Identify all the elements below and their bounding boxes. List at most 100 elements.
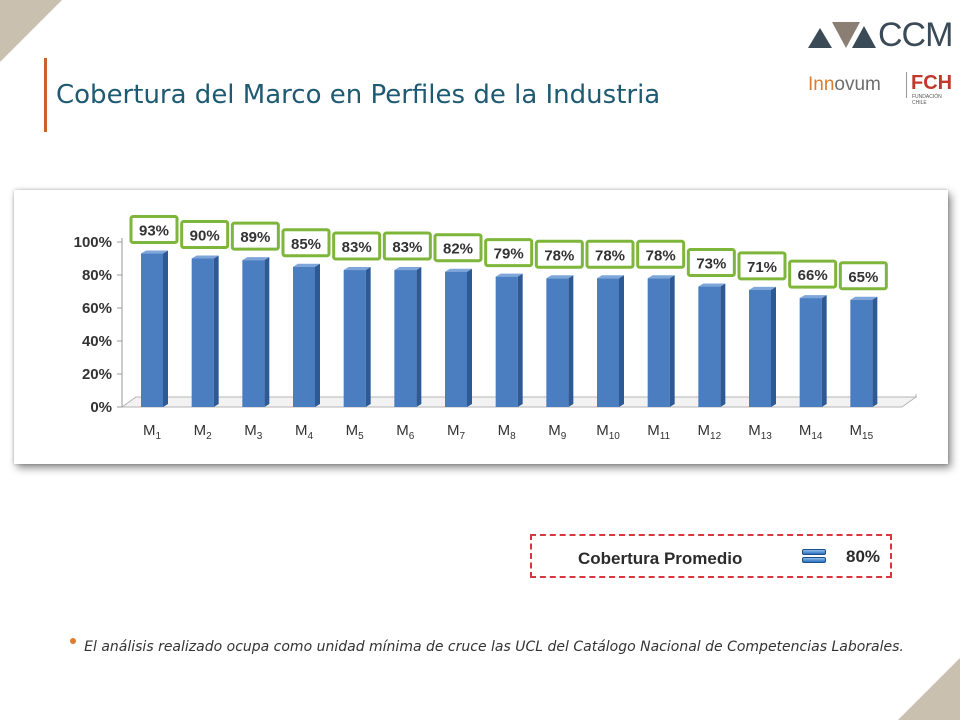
x-tick-label: M2: [194, 422, 213, 442]
x-tick-label: M13: [748, 422, 772, 442]
page-title: Cobertura del Marco en Perfiles de la In…: [56, 80, 661, 110]
bar-top: [242, 257, 270, 261]
data-label-box: [788, 259, 838, 289]
data-label-box: [382, 231, 432, 261]
bar: [242, 260, 265, 407]
bar-side: [163, 250, 168, 407]
bar: [394, 270, 417, 407]
fch-logo-subtitle: FUNDACIÓN CHILE: [912, 94, 942, 106]
data-label: 66%: [798, 267, 828, 284]
data-label-box: [838, 261, 888, 291]
data-label-box: [332, 231, 382, 261]
data-label: 73%: [696, 256, 726, 273]
data-label: 65%: [848, 269, 878, 286]
chart-frame: 0% 20% 40% 60% 80% 100% 93% M1 90% M2 89% M3 85% M4 83…: [14, 190, 948, 464]
x-tick-label: M10: [596, 422, 620, 442]
x-tick-label: M15: [850, 422, 874, 442]
bar-side: [365, 267, 371, 407]
data-label-box: [129, 215, 179, 245]
bar: [597, 278, 619, 407]
bar: [799, 298, 822, 407]
bar-chart: 0% 20% 40% 60% 80% 100% 93% M1 90% M2 89% M3 85% M4 83…: [74, 215, 918, 442]
data-label: 85%: [291, 236, 321, 253]
y-tick-label: 40%: [82, 333, 112, 350]
x-tick-label: M5: [346, 422, 365, 442]
x-tick-label: M14: [799, 422, 823, 442]
x-tick-label: M7: [447, 422, 466, 442]
data-label-box: [180, 220, 230, 249]
fch-logo-text: FCH: [911, 72, 953, 94]
bar-side: [669, 275, 675, 407]
bar-top: [647, 275, 675, 279]
data-label: 83%: [392, 239, 422, 256]
bar-side: [720, 283, 726, 407]
bar-side: [467, 268, 472, 407]
innovum-fch-logo: Innovum FCH FUNDACIÓN CHILE: [808, 70, 954, 106]
bar-side: [517, 273, 523, 407]
bar-top: [343, 267, 371, 271]
title-accent-bar: [44, 58, 47, 132]
bar-top: [495, 273, 523, 277]
x-tick-label: M4: [295, 422, 314, 442]
innovum-logo-text: Innovum: [808, 74, 881, 95]
bar-side: [821, 295, 827, 407]
data-label: 90%: [190, 228, 220, 245]
bar-top: [546, 275, 574, 279]
ccm-logo: CCM: [806, 14, 956, 54]
data-label-box: [281, 228, 331, 258]
data-label: 79%: [494, 246, 524, 263]
data-label-box: [686, 248, 736, 278]
ccm-logo-text: CCM: [878, 16, 953, 54]
bar-side: [872, 296, 878, 407]
data-label-box: [636, 239, 686, 269]
logo-divider: [906, 72, 907, 98]
bar-side: [568, 275, 574, 407]
data-label-box: [484, 238, 534, 268]
bar-top: [394, 267, 422, 271]
equals-icon: [802, 549, 826, 565]
bar: [495, 276, 518, 407]
data-label: 78%: [595, 247, 625, 264]
data-label: 78%: [544, 247, 574, 264]
y-tick-label: 60%: [82, 300, 112, 317]
average-coverage-box: Cobertura Promedio 80%: [530, 534, 892, 578]
data-label: 78%: [646, 247, 676, 264]
bar-side: [315, 263, 320, 407]
x-tick-label: M9: [548, 422, 567, 442]
corner-decoration-bottom-right: [898, 658, 960, 720]
bar-side: [771, 286, 776, 407]
data-label-box: [585, 239, 635, 269]
logo-triangle-icon: [852, 26, 876, 48]
bar-top: [445, 268, 472, 272]
data-label: 83%: [342, 239, 372, 256]
average-coverage-label: Cobertura Promedio: [578, 549, 743, 568]
bar: [749, 289, 771, 407]
data-label-box: [230, 221, 280, 251]
data-label: 93%: [139, 223, 169, 240]
bar: [647, 278, 670, 407]
bar-side: [619, 275, 624, 407]
corner-decoration-top-left: [0, 0, 62, 62]
bar: [293, 266, 315, 407]
bar: [141, 253, 163, 407]
bar: [546, 278, 569, 407]
bar-top: [850, 296, 878, 300]
bar: [698, 286, 721, 407]
bar-top: [293, 263, 320, 267]
bar-top: [698, 283, 726, 287]
x-tick-label: M1: [143, 422, 162, 442]
bar-top: [597, 275, 624, 279]
bar: [445, 271, 467, 407]
y-tick-label: 80%: [82, 267, 112, 284]
data-label-box: [433, 233, 483, 263]
bar-top: [191, 255, 219, 259]
bar: [191, 258, 214, 407]
bar: [850, 299, 873, 407]
x-tick-label: M8: [498, 422, 516, 442]
average-coverage-value: 80%: [846, 547, 881, 566]
y-tick-label: 100%: [74, 234, 112, 251]
data-label: 89%: [240, 229, 270, 246]
bar-top: [749, 286, 776, 290]
logo-triangle-icon: [808, 28, 832, 48]
x-tick-label: M3: [244, 422, 263, 442]
